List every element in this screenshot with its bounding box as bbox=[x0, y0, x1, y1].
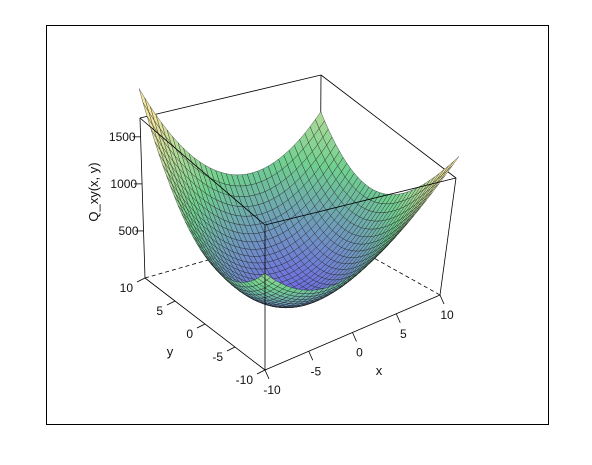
box-edge bbox=[139, 74, 322, 119]
x-tick-label: 0 bbox=[356, 346, 363, 360]
x-tick-label: -10 bbox=[263, 383, 281, 397]
z-tick-label: 500 bbox=[118, 224, 138, 238]
y-tick-label: -10 bbox=[236, 373, 254, 387]
surface-mesh bbox=[138, 88, 460, 308]
surface-facet bbox=[442, 160, 455, 176]
x-tick bbox=[395, 313, 401, 323]
y-tick bbox=[256, 369, 266, 375]
box-edge bbox=[139, 117, 266, 226]
z-tick-label: 1000 bbox=[110, 177, 137, 191]
y-tick-label: 0 bbox=[186, 327, 193, 341]
box-edge bbox=[320, 74, 457, 179]
x-tick-label: 5 bbox=[400, 327, 407, 341]
x-tick bbox=[308, 351, 314, 361]
box-edge bbox=[139, 117, 146, 279]
y-axis-label: y bbox=[167, 344, 174, 359]
x-tick bbox=[264, 369, 270, 380]
x-tick-label: 10 bbox=[440, 308, 454, 322]
y-tick-label: 5 bbox=[156, 304, 163, 318]
surface-facet bbox=[447, 156, 460, 171]
x-axis-label: x bbox=[376, 363, 383, 378]
z-axis-label: Q_xy(x, y) bbox=[86, 162, 101, 221]
x-tick-label: -5 bbox=[310, 364, 321, 378]
y-tick bbox=[196, 323, 206, 329]
y-tick-label: 10 bbox=[120, 281, 134, 295]
x-tick bbox=[439, 294, 445, 305]
y-tick bbox=[166, 300, 176, 306]
y-tick bbox=[226, 346, 236, 352]
axis-ticks: -10 -5 0 5 10 -10 -5 0 5 10 500 1000 1500 bbox=[109, 130, 454, 397]
y-tick bbox=[136, 277, 146, 283]
surface-facet bbox=[138, 88, 149, 113]
x-tick bbox=[352, 332, 357, 342]
box-edge bbox=[264, 177, 457, 226]
z-tick-label: 1500 bbox=[109, 130, 136, 144]
y-tick-label: -5 bbox=[212, 350, 223, 364]
box-edge bbox=[439, 177, 457, 296]
